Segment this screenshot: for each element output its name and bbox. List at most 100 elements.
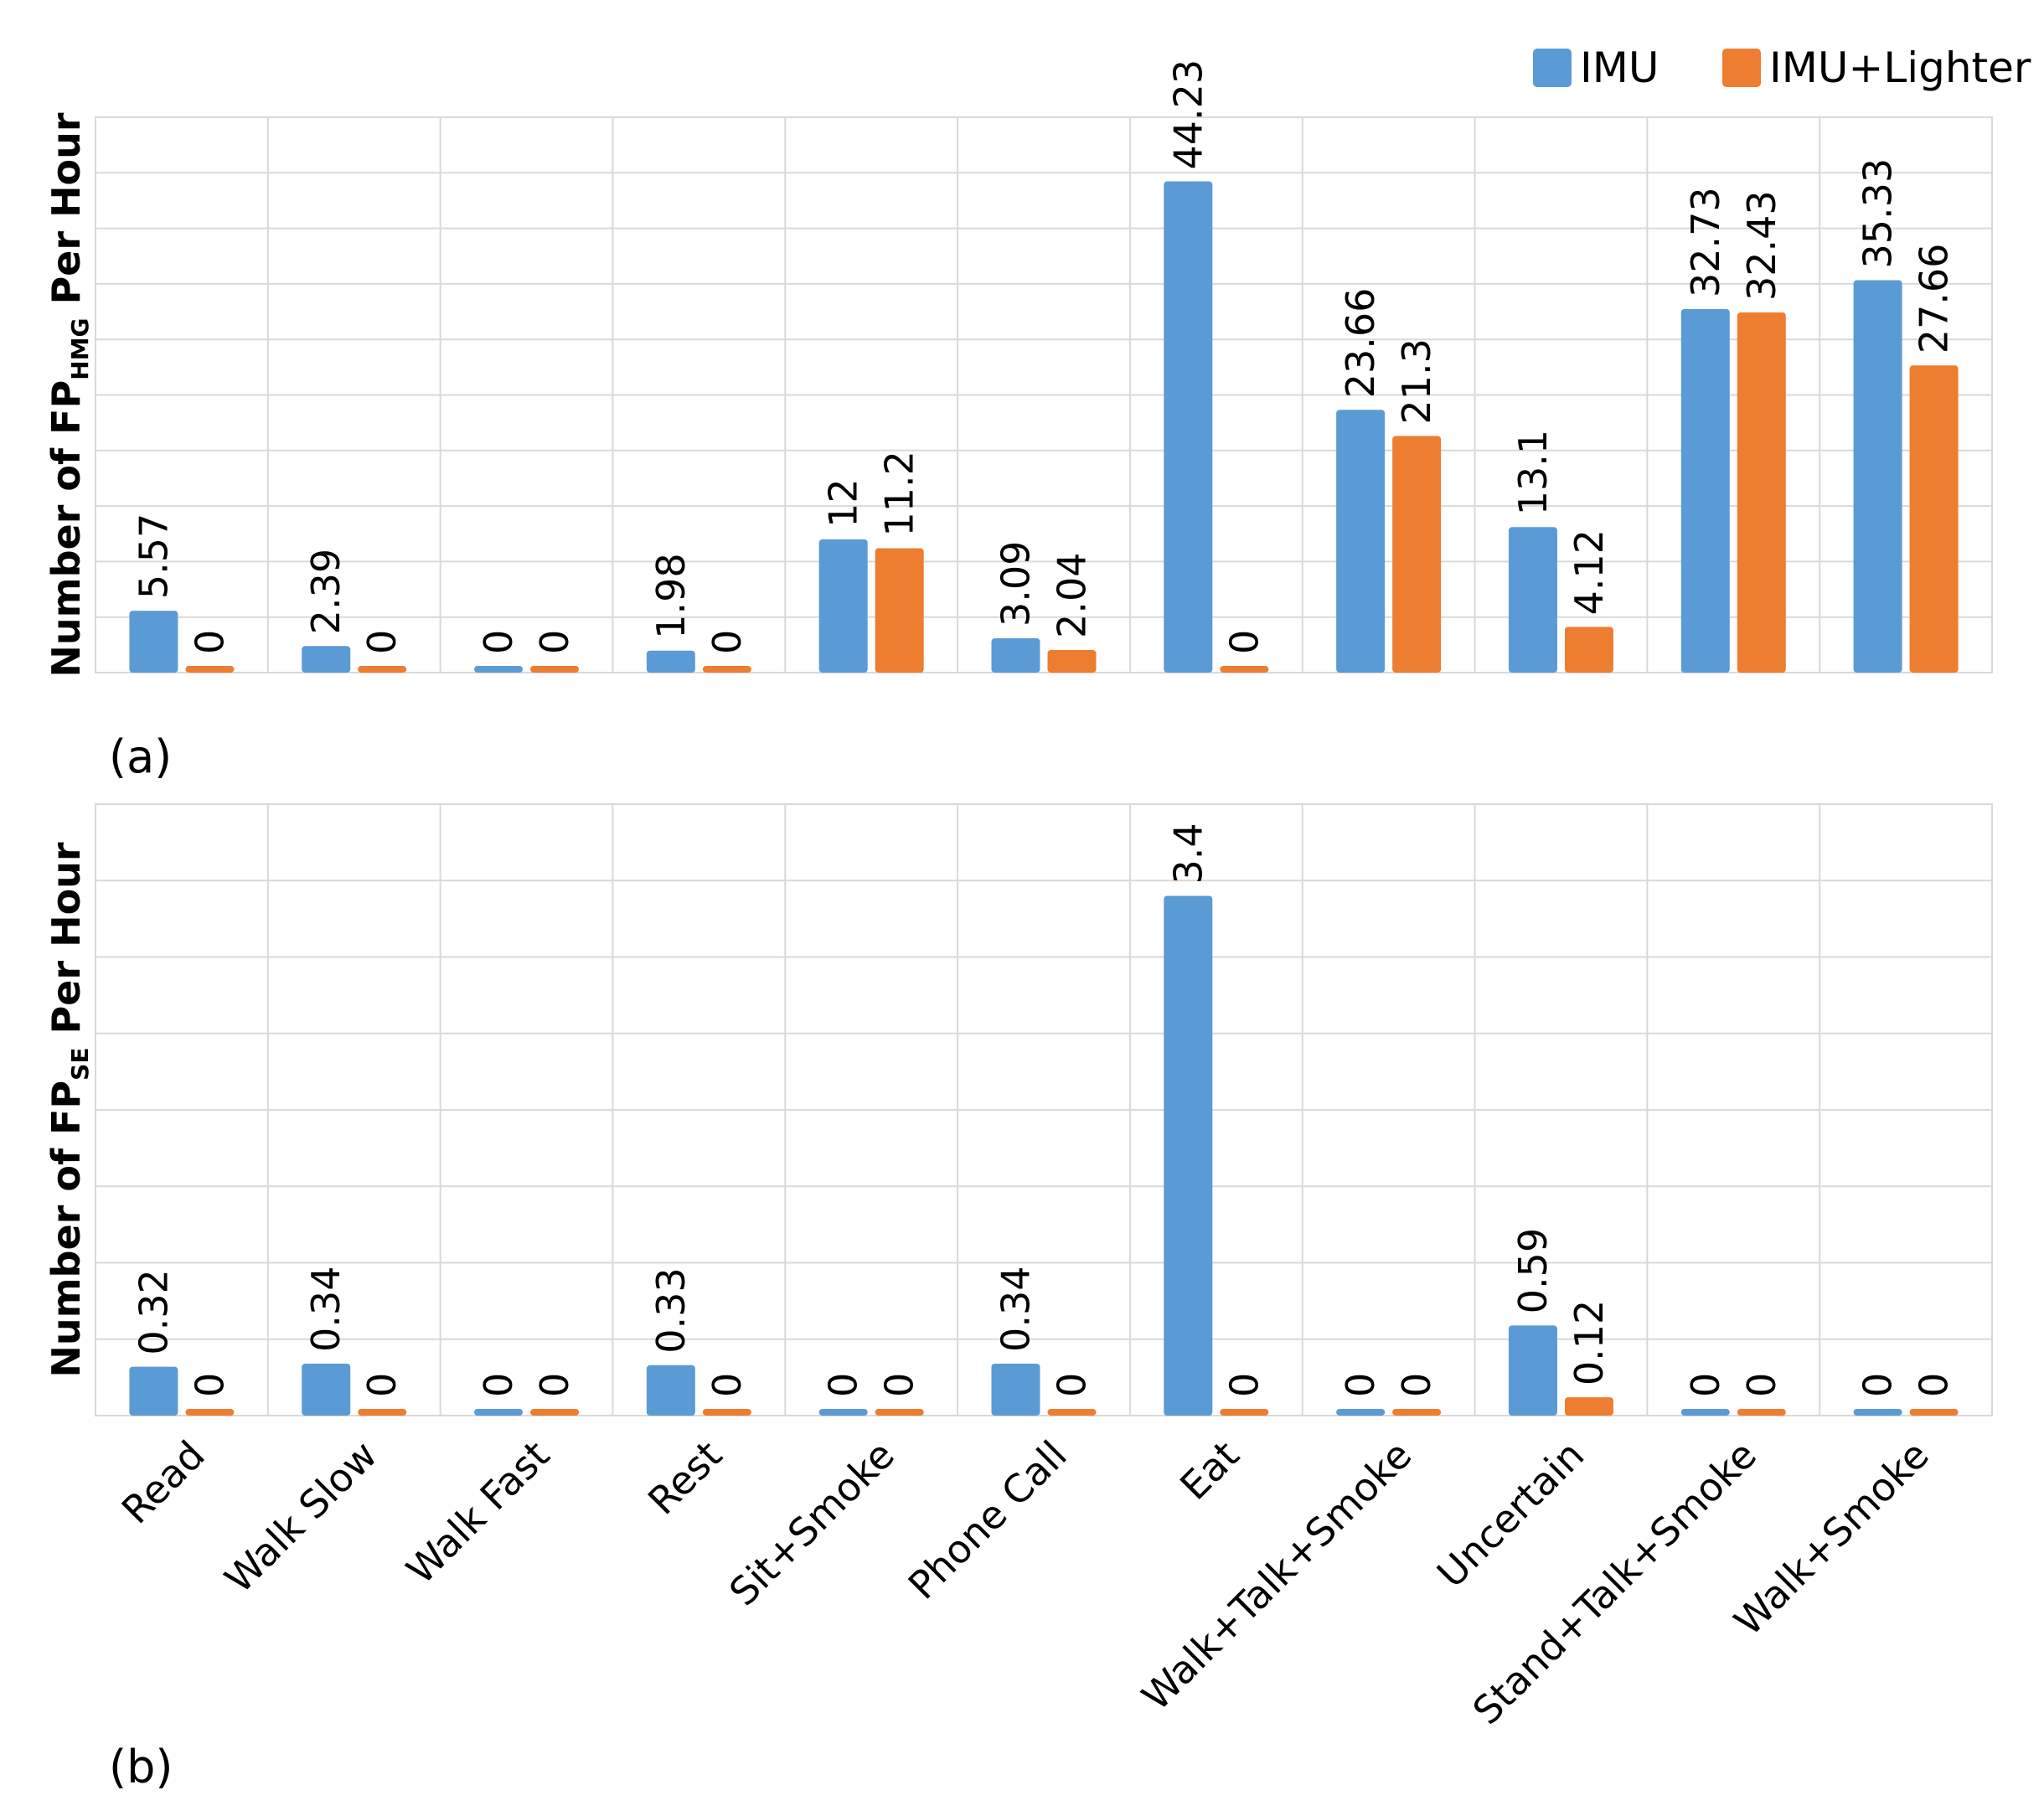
- data-label-imu-lighter-phone-call: 0: [1050, 1373, 1095, 1397]
- data-label-imu-phone-call: 3.09: [994, 541, 1039, 627]
- bar-imu-uncertain: [1508, 527, 1557, 673]
- bar-imu-lighter-eat: [1220, 666, 1269, 673]
- data-label-imu-read: 5.57: [131, 513, 176, 599]
- bar-imu-lighter-walk-slow: [358, 666, 407, 673]
- bar-imu-lighter-phone-call: [1047, 1409, 1097, 1416]
- data-label-imu-eat: 3.4: [1165, 823, 1210, 884]
- data-label-imu-walk-slow: 0.34: [303, 1267, 348, 1352]
- data-label-imu-lighter-sit-smoke: 11.2: [877, 451, 922, 536]
- data-label-imu-sit-smoke: 0: [821, 1373, 866, 1397]
- x-tick-label-uncertain: Uncertain: [1428, 1432, 1592, 1597]
- bar-imu-uncertain: [1508, 1325, 1557, 1416]
- data-label-imu-walk-fast: 0: [476, 630, 521, 654]
- bar-imu-lighter-eat: [1220, 1409, 1269, 1416]
- data-label-imu-eat: 44.23: [1165, 59, 1210, 170]
- bar-imu-lighter-walk-fast: [530, 666, 580, 673]
- data-label-imu-lighter-read: 0: [187, 630, 232, 654]
- bar-imu-eat: [1164, 895, 1213, 1416]
- data-label-imu-lighter-read: 0: [187, 1373, 232, 1397]
- legend-swatch-imu-lighter: [1722, 49, 1761, 87]
- data-label-imu-rest: 1.98: [648, 553, 694, 638]
- bar-imu-stand-talk-smoke: [1680, 309, 1730, 673]
- bar-imu-walk-talk-smoke: [1336, 1409, 1386, 1416]
- bar-imu-lighter-rest: [702, 1409, 751, 1416]
- data-label-imu-walk-smoke: 0: [1856, 1373, 1901, 1397]
- bar-imu-lighter-stand-talk-smoke: [1737, 312, 1786, 673]
- data-label-imu-walk-talk-smoke: 0: [1338, 1373, 1383, 1397]
- bar-imu-walk-smoke: [1853, 1409, 1902, 1416]
- chart-legend: IMU IMU+Lighter: [1533, 44, 2031, 92]
- x-tick-label-walk-slow: Walk Slow: [216, 1432, 386, 1602]
- data-label-imu-stand-talk-smoke: 0: [1683, 1373, 1728, 1397]
- legend-label-imu-lighter: IMU+Lighter: [1769, 44, 2031, 92]
- bar-imu-lighter-walk-talk-smoke: [1392, 436, 1442, 673]
- bar-imu-lighter-walk-smoke: [1909, 365, 1959, 673]
- bar-imu-walk-slow: [302, 1363, 351, 1416]
- data-label-imu-lighter-stand-talk-smoke: 32.43: [1739, 190, 1784, 301]
- bar-imu-lighter-sit-smoke: [875, 1409, 924, 1416]
- data-label-imu-lighter-sit-smoke: 0: [877, 1373, 922, 1397]
- bar-imu-walk-smoke: [1853, 280, 1902, 673]
- data-label-imu-lighter-walk-slow: 0: [359, 630, 405, 654]
- bar-imu-walk-fast: [474, 1409, 524, 1416]
- bar-imu-lighter-walk-smoke: [1909, 1409, 1959, 1416]
- data-label-imu-lighter-walk-smoke: 0: [1912, 1373, 1957, 1397]
- data-label-imu-lighter-walk-talk-smoke: 21.3: [1394, 338, 1439, 424]
- bar-imu-walk-fast: [474, 666, 524, 673]
- bar-imu-lighter-rest: [702, 666, 751, 673]
- bar-imu-lighter-uncertain: [1564, 1397, 1613, 1416]
- data-label-imu-lighter-eat: 0: [1221, 630, 1267, 654]
- bar-imu-sit-smoke: [818, 1409, 868, 1416]
- bar-imu-lighter-read: [185, 1409, 235, 1416]
- data-label-imu-lighter-uncertain: 0.12: [1567, 1300, 1612, 1385]
- x-tick-label-sit-smoke: Sit+Smoke: [720, 1432, 903, 1615]
- x-tick-label-phone-call: Phone Call: [900, 1432, 1076, 1608]
- data-label-imu-walk-fast: 0: [476, 1373, 521, 1397]
- panel-label-b: (b): [109, 1741, 173, 1793]
- x-axis-category-labels: Read Walk Slow Walk Fast RestSit+SmokePhone…: [113, 1432, 1938, 1734]
- data-label-imu-walk-smoke: 35.33: [1856, 158, 1901, 269]
- bar-imu-rest: [646, 1365, 695, 1416]
- data-label-imu-lighter-rest: 0: [705, 630, 750, 654]
- data-label-imu-uncertain: 0.59: [1510, 1228, 1556, 1313]
- data-label-imu-phone-call: 0.34: [994, 1267, 1039, 1352]
- bar-imu-phone-call: [991, 1363, 1040, 1416]
- bar-imu-read: [129, 1366, 178, 1416]
- x-tick-label-walk-fast: Walk Fast: [398, 1432, 559, 1593]
- data-label-imu-lighter-stand-talk-smoke: 0: [1739, 1373, 1784, 1397]
- data-label-imu-read: 0.32: [131, 1269, 176, 1354]
- bar-imu-sit-smoke: [818, 539, 868, 673]
- bar-imu-lighter-walk-fast: [530, 1409, 580, 1416]
- data-label-imu-lighter-walk-fast: 0: [532, 1373, 577, 1397]
- bar-imu-lighter-uncertain: [1564, 627, 1613, 673]
- panel-label-a: (a): [109, 730, 172, 783]
- x-tick-label-eat: Eat: [1171, 1432, 1247, 1509]
- y-axis-title-a: Number of FPHMG Per Hour: [44, 112, 94, 678]
- bar-imu-lighter-sit-smoke: [875, 548, 924, 673]
- data-label-imu-lighter-uncertain: 4.12: [1567, 529, 1612, 615]
- bar-imu-lighter-phone-call: [1047, 649, 1097, 673]
- bar-imu-walk-talk-smoke: [1336, 410, 1386, 673]
- legend-swatch-imu: [1533, 49, 1572, 87]
- data-label-imu-walk-talk-smoke: 23.66: [1338, 288, 1383, 399]
- legend-label-imu: IMU: [1580, 44, 1659, 92]
- data-label-imu-lighter-walk-fast: 0: [532, 630, 577, 654]
- data-label-imu-lighter-rest: 0: [705, 1373, 750, 1397]
- bar-imu-read: [129, 611, 178, 673]
- bar-imu-lighter-stand-talk-smoke: [1737, 1409, 1786, 1416]
- y-axis-title-b: Number of FPSE Per Hour: [44, 842, 94, 1378]
- bar-imu-lighter-walk-talk-smoke: [1392, 1409, 1442, 1416]
- x-tick-label-rest: Rest: [639, 1432, 730, 1524]
- bar-imu-walk-slow: [302, 646, 351, 673]
- data-label-imu-lighter-phone-call: 2.04: [1050, 553, 1095, 638]
- data-label-imu-walk-slow: 2.39: [303, 549, 348, 634]
- data-label-imu-lighter-eat: 0: [1221, 1373, 1267, 1397]
- bar-imu-lighter-read: [185, 666, 235, 673]
- bar-imu-rest: [646, 650, 695, 673]
- data-label-imu-uncertain: 13.1: [1510, 430, 1556, 515]
- data-label-imu-rest: 0.33: [648, 1267, 694, 1353]
- bar-imu-stand-talk-smoke: [1680, 1409, 1730, 1416]
